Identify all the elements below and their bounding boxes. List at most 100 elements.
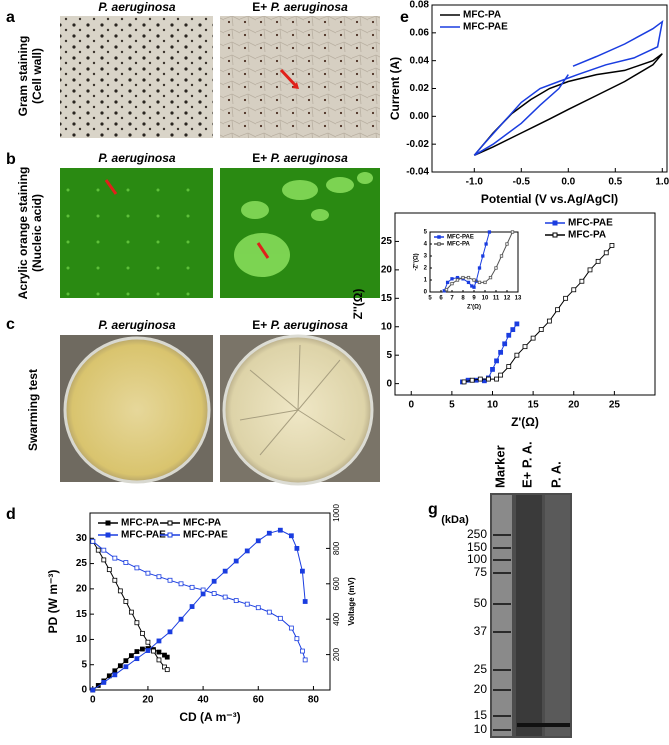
y-tick-label: 0 xyxy=(81,685,87,696)
x-tick-label: 12 xyxy=(504,296,511,302)
marker xyxy=(294,636,300,642)
marker xyxy=(123,658,129,664)
legend-marker xyxy=(552,232,558,238)
x-tick-label: 13 xyxy=(515,296,522,302)
marker xyxy=(128,653,134,659)
title-name: P. aeruginosa xyxy=(271,318,348,332)
lane-label: P. A. xyxy=(548,461,563,488)
title-name: P. aeruginosa xyxy=(271,151,348,165)
marker xyxy=(90,538,96,544)
y-tick-label: 20 xyxy=(381,265,393,276)
image-title: P. aeruginosa xyxy=(98,318,175,332)
x-tick-label: 0 xyxy=(408,400,414,411)
marker xyxy=(233,598,239,604)
marker xyxy=(178,581,184,587)
unit-label: (kDa) xyxy=(441,514,469,526)
marker xyxy=(488,275,493,280)
legend-marker xyxy=(437,242,441,246)
x-tick-label: 1.0 xyxy=(655,177,669,188)
marker xyxy=(499,254,504,258)
ladder-label: 50 xyxy=(474,596,488,610)
x-tick-label: 25 xyxy=(609,400,621,411)
marker xyxy=(164,667,170,673)
marker xyxy=(167,629,173,635)
marker xyxy=(140,630,145,636)
series-line xyxy=(92,540,306,661)
marker xyxy=(538,327,544,332)
marker xyxy=(302,599,308,604)
y-tick-label: 25 xyxy=(381,236,393,247)
marker xyxy=(498,372,504,378)
marker xyxy=(472,278,476,282)
x-tick-label: 20 xyxy=(568,400,580,411)
marker xyxy=(134,649,140,654)
title-prefix: E+ xyxy=(252,0,267,14)
marker xyxy=(486,376,491,382)
y-tick-label: 3 xyxy=(424,254,428,260)
x-tick-label: 10 xyxy=(487,400,499,411)
marker xyxy=(506,364,512,369)
gel-lane xyxy=(516,495,542,736)
legend-marker xyxy=(437,235,441,239)
title-prefix: E+ xyxy=(252,318,267,332)
x-tick-label: 9 xyxy=(472,296,476,302)
x-tick-label: 0.0 xyxy=(561,177,575,188)
marker xyxy=(277,527,283,533)
legend-marker xyxy=(167,532,173,538)
legend-marker xyxy=(105,532,111,538)
plot-frame xyxy=(394,212,656,396)
y-axis-label: Current (A) xyxy=(388,57,402,120)
y-tick-label: 25 xyxy=(76,558,88,569)
marker xyxy=(156,638,162,644)
legend-label: MFC-PA xyxy=(121,518,159,529)
x-tick-label: 60 xyxy=(253,695,265,706)
ladder-label: 100 xyxy=(467,552,487,566)
marker xyxy=(461,379,467,385)
marker xyxy=(477,266,482,270)
ladder-label: 20 xyxy=(474,682,488,696)
image-title: E+ P. aeruginosa xyxy=(252,318,348,332)
marker xyxy=(514,352,520,358)
marker xyxy=(189,604,195,609)
y-tick-label: 15 xyxy=(76,609,88,620)
ladder-label: 37 xyxy=(474,624,488,638)
legend-marker xyxy=(167,520,173,526)
marker xyxy=(233,558,239,564)
ladder-label: 10 xyxy=(474,722,488,736)
y-tick-label: -0.04 xyxy=(406,167,429,178)
marker xyxy=(277,615,283,621)
y2-tick-label: 800 xyxy=(332,541,341,555)
marker xyxy=(461,275,465,280)
ladder-label: 150 xyxy=(467,540,487,554)
x-axis-label: CD (A m⁻³) xyxy=(179,710,240,724)
marker xyxy=(222,594,228,600)
title-name: P. aeruginosa xyxy=(271,0,348,14)
marker xyxy=(156,657,162,663)
marker xyxy=(490,367,495,372)
gel-lane xyxy=(545,495,570,736)
marker xyxy=(502,341,508,347)
marker xyxy=(477,376,483,382)
marker xyxy=(466,275,471,280)
panel-label: b xyxy=(6,151,16,168)
marker xyxy=(189,584,195,590)
y-tick-label: 0.08 xyxy=(410,0,430,11)
arrow xyxy=(104,179,118,195)
y-tick-label: 0 xyxy=(424,290,428,296)
y-tick-label: 5 xyxy=(386,350,392,361)
image-title: E+ P. aeruginosa xyxy=(252,151,348,165)
micrograph xyxy=(60,168,213,298)
y2-tick-label: 1000 xyxy=(332,504,341,522)
marker xyxy=(555,307,560,313)
y-axis-label: -Z''(Ω) xyxy=(414,253,420,270)
x-axis-label: Potential (V vs.Ag/AgCl) xyxy=(481,192,618,206)
marker xyxy=(288,625,294,631)
arrow xyxy=(256,242,270,259)
side-label: (Nucleic acid) xyxy=(30,194,44,272)
x-tick-label: 5 xyxy=(449,400,455,411)
marker xyxy=(522,344,528,350)
marker xyxy=(444,287,449,292)
y2-tick-label: 600 xyxy=(332,577,341,591)
y2-tick-label: 400 xyxy=(332,612,341,626)
